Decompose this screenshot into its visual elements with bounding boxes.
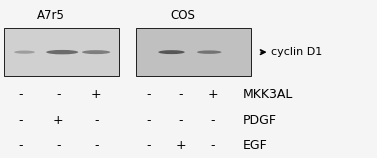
Ellipse shape (82, 50, 110, 54)
Text: -: - (147, 114, 151, 127)
Text: -: - (18, 139, 23, 152)
Text: COS: COS (170, 9, 195, 22)
Bar (4, 28, 119, 76)
Text: EGF: EGF (243, 139, 268, 152)
Text: -: - (94, 139, 98, 152)
Text: -: - (211, 114, 215, 127)
Text: MKK3AL: MKK3AL (243, 88, 294, 101)
Text: A7r5: A7r5 (37, 9, 65, 22)
Text: -: - (211, 139, 215, 152)
Text: PDGF: PDGF (243, 114, 277, 127)
Text: -: - (56, 139, 61, 152)
Text: -: - (147, 88, 151, 101)
Ellipse shape (197, 50, 222, 54)
Text: +: + (176, 139, 186, 152)
Text: cyclin D1: cyclin D1 (271, 47, 323, 57)
Text: +: + (208, 88, 218, 101)
Bar (136, 28, 251, 76)
Text: -: - (179, 88, 183, 101)
Text: +: + (91, 88, 101, 101)
Ellipse shape (14, 51, 35, 54)
Text: -: - (94, 114, 98, 127)
Text: -: - (179, 114, 183, 127)
Ellipse shape (46, 50, 78, 54)
Text: -: - (56, 88, 61, 101)
Text: +: + (53, 114, 64, 127)
Ellipse shape (158, 50, 185, 54)
Text: -: - (18, 88, 23, 101)
Text: -: - (18, 114, 23, 127)
Text: -: - (147, 139, 151, 152)
